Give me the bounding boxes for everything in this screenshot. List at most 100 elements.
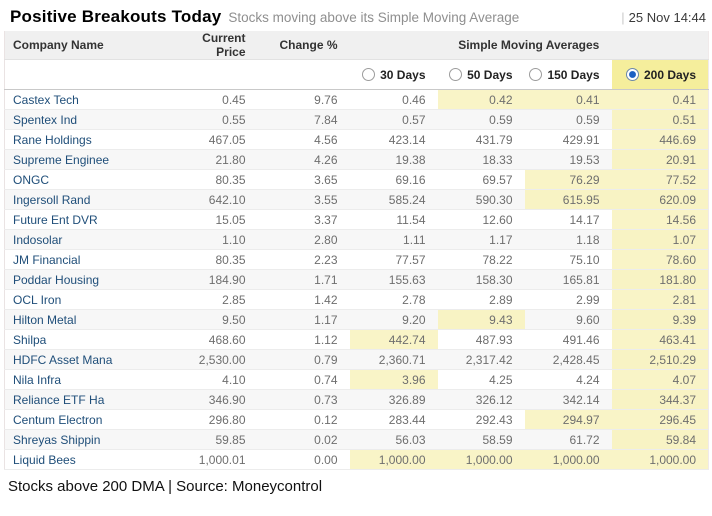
sma-option-label: 200 Days bbox=[643, 67, 697, 82]
sma-option-30-days[interactable]: 30 Days bbox=[349, 59, 438, 90]
company-link[interactable]: Liquid Bees bbox=[13, 452, 76, 467]
sma-200-cell: 296.45 bbox=[611, 409, 709, 430]
company-link[interactable]: Nila Infra bbox=[13, 372, 62, 387]
table-body: Castex Tech 0.45 9.76 0.46 0.42 0.41 0.41 Spent… bbox=[4, 89, 709, 470]
sma-50-cell: 78.22 bbox=[437, 249, 525, 270]
current-price-cell: 80.35 bbox=[174, 169, 258, 190]
change-percent-cell: 0.79 bbox=[257, 349, 350, 370]
company-cell: Future Ent DVR bbox=[4, 209, 175, 230]
sma-50-cell: 590.30 bbox=[437, 189, 525, 210]
company-link[interactable]: Shreyas Shippin bbox=[13, 432, 101, 447]
sma-200-cell: 2.81 bbox=[611, 289, 709, 310]
table-row: JM Financial 80.35 2.23 77.57 78.22 75.10 78.6… bbox=[4, 249, 709, 270]
company-cell: OCL Iron bbox=[4, 289, 175, 310]
radio-unselected-icon[interactable] bbox=[449, 67, 463, 81]
table-row: Shreyas Shippin 59.85 0.02 56.03 58.59 61.72 5… bbox=[4, 429, 709, 450]
col-header-company: Company Name bbox=[4, 31, 175, 60]
current-price-cell: 467.05 bbox=[174, 129, 258, 150]
change-percent-cell: 7.84 bbox=[257, 109, 350, 130]
sma-option-50-days[interactable]: 50 Days bbox=[437, 59, 525, 90]
sma-30-cell: 2.78 bbox=[349, 289, 438, 310]
sma-50-cell: 158.30 bbox=[437, 269, 525, 290]
sma-option-150-days[interactable]: 150 Days bbox=[524, 59, 612, 90]
change-percent-cell: 1.71 bbox=[257, 269, 350, 290]
sma-50-cell: 0.42 bbox=[437, 89, 525, 110]
sma-50-cell: 431.79 bbox=[437, 129, 525, 150]
current-price-cell: 0.55 bbox=[174, 109, 258, 130]
company-cell: Supreme Enginee bbox=[4, 149, 175, 170]
company-link[interactable]: Supreme Enginee bbox=[13, 152, 110, 167]
company-link[interactable]: Ingersoll Rand bbox=[13, 192, 91, 207]
sma-30-cell: 1.11 bbox=[349, 229, 438, 250]
company-cell: Ingersoll Rand bbox=[4, 189, 175, 210]
sma-30-cell: 2,360.71 bbox=[349, 349, 438, 370]
table-row: Castex Tech 0.45 9.76 0.46 0.42 0.41 0.41 bbox=[4, 89, 709, 110]
company-link[interactable]: OCL Iron bbox=[13, 292, 62, 307]
sma-option-200-days[interactable]: 200 Days bbox=[611, 59, 709, 90]
sma-30-cell: 19.38 bbox=[349, 149, 438, 170]
company-link[interactable]: HDFC Asset Mana bbox=[13, 352, 113, 367]
sma-30-cell: 326.89 bbox=[349, 389, 438, 410]
company-link[interactable]: ONGC bbox=[13, 172, 49, 187]
change-percent-cell: 0.12 bbox=[257, 409, 350, 430]
company-cell: HDFC Asset Mana bbox=[4, 349, 175, 370]
footer-caption: Stocks above 200 DMA | Source: Moneycont… bbox=[8, 478, 323, 495]
sma-150-cell: 0.59 bbox=[524, 109, 612, 130]
sma-200-cell: 463.41 bbox=[611, 329, 709, 350]
company-link[interactable]: Shilpa bbox=[13, 332, 47, 347]
radio-selected-icon[interactable] bbox=[625, 67, 639, 81]
sma-30-cell: 155.63 bbox=[349, 269, 438, 290]
sma-150-cell: 615.95 bbox=[524, 189, 612, 210]
table-row: HDFC Asset Mana 2,530.00 0.79 2,360.71 2,317… bbox=[4, 349, 709, 370]
current-price-cell: 296.80 bbox=[174, 409, 258, 430]
sma-50-cell: 58.59 bbox=[437, 429, 525, 450]
company-cell: Indosolar bbox=[4, 229, 175, 250]
company-cell: Reliance ETF Ha bbox=[4, 389, 175, 410]
table-row: Poddar Housing 184.90 1.71 155.63 158.30 165.… bbox=[4, 269, 709, 290]
company-link[interactable]: Rane Holdings bbox=[13, 132, 92, 147]
sma-150-cell: 76.29 bbox=[524, 169, 612, 190]
sma-150-cell: 294.97 bbox=[524, 409, 612, 430]
sma-50-cell: 1,000.00 bbox=[437, 449, 525, 470]
sma-150-cell: 0.41 bbox=[524, 89, 612, 110]
sma-50-cell: 2.89 bbox=[437, 289, 525, 310]
radio-unselected-icon[interactable] bbox=[362, 67, 376, 81]
change-percent-cell: 9.76 bbox=[257, 89, 350, 110]
company-link[interactable]: Hilton Metal bbox=[13, 312, 77, 327]
sma-30-cell: 0.46 bbox=[349, 89, 438, 110]
sma-200-cell: 446.69 bbox=[611, 129, 709, 150]
sma-200-cell: 1,000.00 bbox=[611, 449, 709, 470]
change-percent-cell: 0.74 bbox=[257, 369, 350, 390]
col-header-change-percent: Change % bbox=[257, 31, 350, 60]
current-price-cell: 0.45 bbox=[174, 89, 258, 110]
company-link[interactable]: Castex Tech bbox=[13, 92, 79, 107]
sma-50-cell: 18.33 bbox=[437, 149, 525, 170]
table-row: Shilpa 468.60 1.12 442.74 487.93 491.46 463.41 bbox=[4, 329, 709, 350]
change-percent-cell: 3.65 bbox=[257, 169, 350, 190]
company-link[interactable]: Centum Electron bbox=[13, 412, 103, 427]
sma-200-cell: 77.52 bbox=[611, 169, 709, 190]
company-link[interactable]: JM Financial bbox=[13, 252, 81, 267]
widget-header: Positive Breakouts Today Stocks moving a… bbox=[0, 0, 712, 31]
sma-30-cell: 0.57 bbox=[349, 109, 438, 130]
company-link[interactable]: Poddar Housing bbox=[13, 272, 100, 287]
sma-period-selector-row: 30 Days 50 Days 150 Days 200 Days bbox=[4, 59, 709, 90]
table-row: Indosolar 1.10 2.80 1.11 1.17 1.18 1.07 bbox=[4, 229, 709, 250]
sma-200-cell: 0.51 bbox=[611, 109, 709, 130]
sma-200-cell: 59.84 bbox=[611, 429, 709, 450]
sma-200-cell: 620.09 bbox=[611, 189, 709, 210]
company-link[interactable]: Spentex Ind bbox=[13, 112, 78, 127]
sma-200-cell: 4.07 bbox=[611, 369, 709, 390]
current-price-cell: 346.90 bbox=[174, 389, 258, 410]
company-cell: Poddar Housing bbox=[4, 269, 175, 290]
company-link[interactable]: Indosolar bbox=[13, 232, 63, 247]
company-link[interactable]: Reliance ETF Ha bbox=[13, 392, 105, 407]
radio-unselected-icon[interactable] bbox=[529, 67, 543, 81]
change-percent-cell: 4.56 bbox=[257, 129, 350, 150]
change-percent-cell: 3.55 bbox=[257, 189, 350, 210]
company-link[interactable]: Future Ent DVR bbox=[13, 212, 98, 227]
sma-30-cell: 1,000.00 bbox=[349, 449, 438, 470]
sma-200-cell: 1.07 bbox=[611, 229, 709, 250]
change-percent-cell: 1.17 bbox=[257, 309, 350, 330]
table-row: Reliance ETF Ha 346.90 0.73 326.89 326.12 342… bbox=[4, 389, 709, 410]
